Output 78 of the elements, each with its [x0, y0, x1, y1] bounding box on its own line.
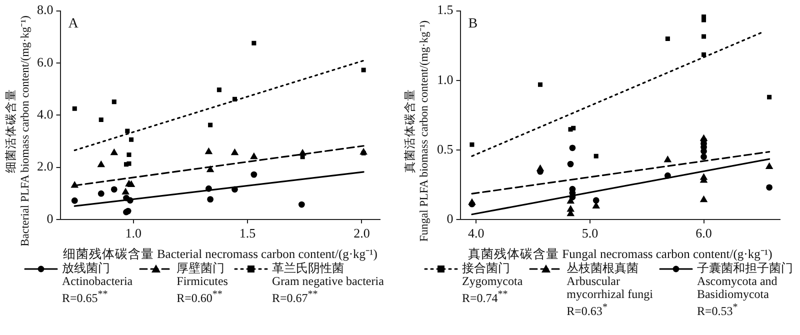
- x-tick-label: 2.0: [354, 226, 370, 241]
- y-axis-title: 真菌活体碳含量 Fungal PLFA biomass carbon content/(mg·kg⁻¹): [404, 20, 432, 242]
- point: [216, 88, 222, 92]
- point: [204, 147, 213, 154]
- point: [665, 36, 670, 42]
- y-tick-label: 0.5: [437, 141, 454, 156]
- point: [252, 40, 256, 46]
- point: [298, 148, 306, 156]
- point: [110, 186, 118, 193]
- point: [206, 185, 212, 192]
- y-tick-label: 4.0: [37, 106, 54, 122]
- point: [129, 137, 134, 142]
- y-tick-label: 2.0: [37, 158, 54, 174]
- x-tick-label: 6.0: [696, 226, 712, 241]
- legend-label: 革兰氏阴性菌 Gram negative bacteria R=0.67$^{**}$: [272, 261, 384, 305]
- point: [470, 142, 474, 147]
- y-tick-label: 6.0: [37, 54, 54, 70]
- point: [98, 190, 104, 197]
- point: [571, 126, 576, 130]
- legend-label: 子囊菌和担子菌门 Ascomycota and Basidiomycota R=0.53$^{*}$: [696, 261, 793, 318]
- y-tick-label: 0: [46, 210, 54, 226]
- point: [468, 198, 476, 205]
- x-axis-title: 真菌残体碳含量 Fungal necromass carbon content/(g·kg⁻¹): [468, 246, 772, 261]
- point: [72, 106, 77, 111]
- y-tick-label: 8.0: [37, 2, 54, 18]
- point: [250, 171, 258, 178]
- point: [232, 186, 238, 193]
- point: [700, 134, 708, 141]
- point: [230, 148, 239, 156]
- x-tick-label: 5.0: [582, 226, 598, 241]
- legend-label: 接合菌门 Zygomycota R=0.74$^{**}$: [462, 261, 523, 305]
- point: [360, 148, 368, 155]
- point: [124, 162, 129, 167]
- legend-label: 厚壁菌门 Firmicutes R=0.60$^{**}$: [176, 261, 228, 305]
- y-tick-label: 1.0: [437, 72, 454, 87]
- point: [298, 201, 305, 208]
- point: [98, 118, 104, 122]
- x-axis-title: 细菌残体碳含量 Bacterial necromass carbon content/(g·kg⁻¹): [62, 246, 378, 261]
- point: [110, 148, 118, 156]
- point: [112, 100, 116, 104]
- point: [126, 152, 132, 157]
- y-axis-title: 细菌活体碳含量 Bacterial PLFA biomass carbon content/(mg·kg⁻¹): [4, 16, 32, 246]
- point: [538, 82, 543, 87]
- x-tick-label: 1.0: [125, 226, 142, 241]
- y-tick-label: 1.5: [437, 2, 454, 18]
- point: [250, 152, 258, 160]
- x-tick-label: 1.5: [239, 226, 256, 241]
- point: [206, 165, 214, 172]
- legend-label: 放线菌门 Actinobacteria R=0.65$^{**}$: [62, 261, 133, 305]
- point: [71, 197, 78, 204]
- legend-label: 丛枝菌根真菌 Arbuscular mycorrhizal fungi R=0.63$^{*}$: [566, 261, 653, 318]
- point: [122, 188, 130, 195]
- point: [700, 195, 708, 202]
- point: [569, 144, 576, 152]
- point: [592, 197, 600, 204]
- point: [702, 52, 706, 57]
- point: [361, 68, 366, 72]
- point: [594, 154, 598, 158]
- point: [125, 128, 130, 134]
- point: [536, 164, 544, 172]
- point: [767, 94, 772, 100]
- annotation: A: [68, 16, 80, 32]
- point: [664, 156, 672, 162]
- point: [97, 160, 106, 168]
- point: [702, 18, 706, 22]
- y-tick-label: 0: [446, 210, 454, 226]
- annotation: B: [468, 16, 478, 32]
- point: [207, 196, 214, 203]
- point: [126, 197, 134, 204]
- point: [766, 184, 773, 191]
- x-tick-label: 4.0: [468, 226, 484, 241]
- point: [765, 162, 774, 169]
- point: [567, 160, 574, 168]
- point: [70, 181, 79, 188]
- point: [127, 180, 136, 187]
- point: [208, 122, 213, 128]
- point: [700, 154, 707, 160]
- point: [702, 34, 706, 39]
